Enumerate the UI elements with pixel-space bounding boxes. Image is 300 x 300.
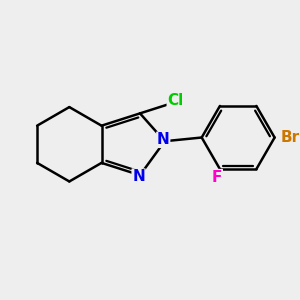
Text: F: F <box>212 169 222 184</box>
Text: N: N <box>157 132 169 147</box>
Text: Br: Br <box>281 130 300 145</box>
Text: N: N <box>132 169 145 184</box>
Text: Cl: Cl <box>167 93 184 108</box>
